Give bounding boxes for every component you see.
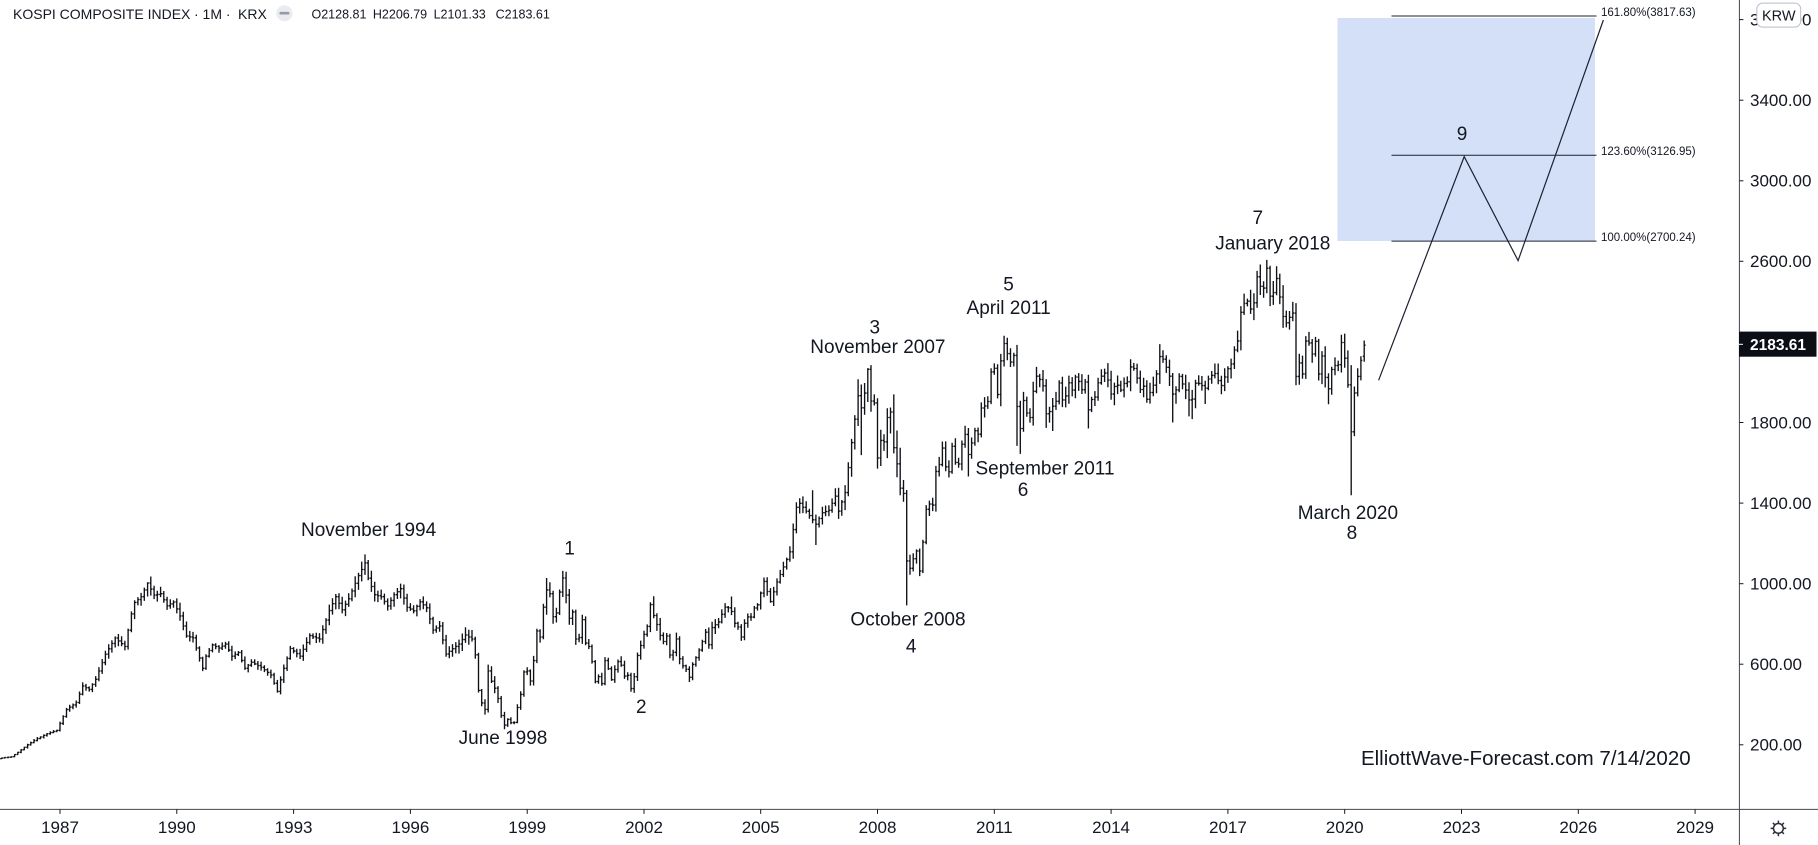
svg-text:September 2011: September 2011 — [975, 459, 1114, 480]
svg-text:2002: 2002 — [625, 818, 663, 837]
svg-text:8: 8 — [1347, 523, 1358, 544]
svg-text:1990: 1990 — [158, 818, 196, 837]
svg-text:2020: 2020 — [1326, 818, 1364, 837]
svg-text:L2101.33: L2101.33 — [434, 7, 486, 21]
svg-text:6: 6 — [1018, 480, 1029, 501]
svg-text:5: 5 — [1003, 274, 1014, 295]
svg-text:4: 4 — [906, 637, 917, 658]
svg-text:3000.00: 3000.00 — [1750, 172, 1811, 191]
svg-text:O2128.81: O2128.81 — [312, 7, 367, 21]
svg-text:3400.00: 3400.00 — [1750, 91, 1811, 110]
svg-text:2026: 2026 — [1559, 818, 1597, 837]
svg-text:1999: 1999 — [508, 818, 546, 837]
svg-text:KOSPI COMPOSITE INDEX: KOSPI COMPOSITE INDEX — [13, 6, 191, 22]
svg-text:100.00%(2700.24): 100.00%(2700.24) — [1601, 232, 1696, 244]
svg-text:June 1998: June 1998 — [459, 728, 548, 749]
svg-text:1: 1 — [564, 539, 575, 560]
svg-text:2005: 2005 — [742, 818, 780, 837]
svg-text:123.60%(3126.95): 123.60%(3126.95) — [1601, 146, 1696, 158]
svg-text:7: 7 — [1253, 208, 1264, 229]
svg-text:1993: 1993 — [275, 818, 313, 837]
svg-text:· 1M ·: · 1M · — [194, 6, 231, 22]
svg-text:2183.61: 2183.61 — [1750, 337, 1806, 354]
svg-text:200.00: 200.00 — [1750, 736, 1802, 755]
svg-text:600.00: 600.00 — [1750, 655, 1802, 674]
svg-text:2011: 2011 — [976, 818, 1013, 837]
svg-text:2029: 2029 — [1676, 818, 1714, 837]
svg-text:H2206.79: H2206.79 — [373, 7, 427, 21]
svg-text:1800.00: 1800.00 — [1750, 413, 1811, 432]
svg-text:1000.00: 1000.00 — [1750, 575, 1811, 594]
svg-text:KRW: KRW — [1762, 9, 1796, 25]
svg-text:2023: 2023 — [1443, 818, 1481, 837]
svg-text:2: 2 — [636, 697, 647, 718]
svg-text:1987: 1987 — [41, 818, 79, 837]
svg-text:November 2007: November 2007 — [810, 337, 945, 358]
svg-text:2008: 2008 — [859, 818, 897, 837]
svg-text:C2183.61: C2183.61 — [496, 7, 550, 21]
svg-text:March 2020: March 2020 — [1298, 503, 1398, 524]
svg-text:2017: 2017 — [1209, 818, 1247, 837]
svg-text:3: 3 — [870, 318, 881, 339]
svg-text:KRX: KRX — [238, 6, 267, 22]
svg-text:161.80%(3817.63): 161.80%(3817.63) — [1601, 7, 1696, 19]
svg-text:November 1994: November 1994 — [301, 520, 437, 541]
svg-text:ElliottWave-Forecast.com 7/14/: ElliottWave-Forecast.com 7/14/2020 — [1361, 747, 1691, 770]
svg-text:2600.00: 2600.00 — [1750, 252, 1811, 271]
svg-text:1400.00: 1400.00 — [1750, 494, 1811, 513]
svg-text:1996: 1996 — [391, 818, 429, 837]
svg-text:January 2018: January 2018 — [1215, 233, 1330, 254]
svg-text:April 2011: April 2011 — [967, 298, 1051, 319]
svg-text:9: 9 — [1457, 124, 1468, 145]
svg-text:2014: 2014 — [1092, 818, 1130, 837]
svg-text:October 2008: October 2008 — [850, 610, 965, 631]
